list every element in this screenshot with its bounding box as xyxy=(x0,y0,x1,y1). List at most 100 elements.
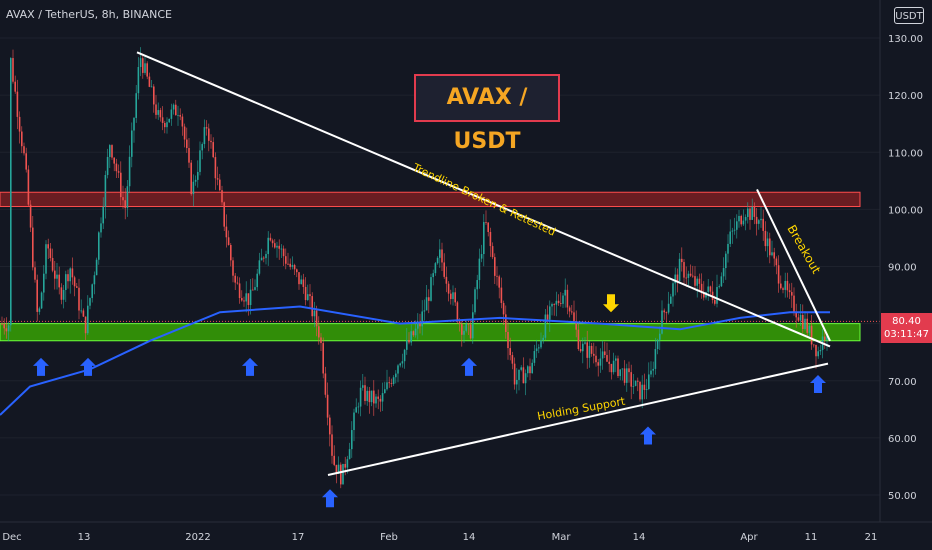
x-axis[interactable]: Dec 13 2022 17 Feb 14 Mar 14 Apr 11 21 xyxy=(0,521,932,543)
candle-body xyxy=(685,277,687,279)
y-tick-label: 50.00 xyxy=(888,491,917,502)
arrow-down-icon xyxy=(603,294,619,313)
candle-body xyxy=(815,345,817,357)
candle-body xyxy=(390,383,393,384)
candle-body xyxy=(153,86,155,105)
candle-body xyxy=(362,385,364,388)
candle-body xyxy=(694,276,696,286)
candle-body xyxy=(280,248,283,250)
candle-body xyxy=(461,324,463,335)
candle-body xyxy=(491,246,494,258)
candle-body xyxy=(445,276,448,284)
candle-body xyxy=(610,363,613,373)
candle-body xyxy=(166,122,168,128)
candle-body xyxy=(117,171,120,173)
candle-body xyxy=(278,245,280,249)
candle-body xyxy=(549,306,551,320)
candle-body xyxy=(604,351,606,356)
candle-body xyxy=(256,273,258,288)
candle-body xyxy=(34,267,36,280)
candle-body xyxy=(238,283,241,299)
candle-body xyxy=(322,343,324,374)
candle-body xyxy=(441,249,443,263)
candle-body xyxy=(179,115,181,117)
ascending-trendline xyxy=(327,362,829,476)
candle-body xyxy=(758,220,760,224)
candle-body xyxy=(417,322,419,329)
candle-body xyxy=(725,253,727,269)
candle-body xyxy=(799,314,802,321)
candle-body xyxy=(439,249,441,258)
candle-body xyxy=(824,336,826,340)
candle-body xyxy=(623,368,626,383)
candle-body xyxy=(670,296,672,304)
candle-body xyxy=(478,258,481,281)
x-tick-label: 14 xyxy=(633,532,646,543)
arrow-up-icon xyxy=(810,375,826,394)
candle-body xyxy=(626,368,628,383)
arrow-up-icon xyxy=(80,357,96,376)
candle-body xyxy=(804,318,806,329)
candle-body xyxy=(659,333,661,340)
candle-body xyxy=(212,142,214,158)
candle-body xyxy=(1,323,3,325)
candle-body xyxy=(586,342,588,358)
candle-body xyxy=(810,325,813,345)
candle-body xyxy=(744,216,747,221)
candle-body xyxy=(225,226,228,238)
candle-body xyxy=(199,150,201,172)
candle-body xyxy=(434,263,437,274)
candle-body xyxy=(436,257,439,264)
candle-body xyxy=(249,289,252,306)
candle-body xyxy=(60,287,63,300)
candle-body xyxy=(716,287,718,304)
candle-body xyxy=(45,244,47,274)
candle-body xyxy=(351,430,353,450)
candle-body xyxy=(476,280,478,290)
candle-body xyxy=(531,362,533,374)
candle-body xyxy=(762,218,764,231)
support-zone xyxy=(0,323,861,342)
y-axis[interactable]: 130.00120.00110.00100.0090.0080.0070.006… xyxy=(879,0,923,522)
candle-body xyxy=(65,274,67,290)
candle-body xyxy=(260,257,263,261)
candle-body xyxy=(463,330,465,335)
candle-body xyxy=(395,373,397,378)
candle-body xyxy=(216,178,219,180)
candle-body xyxy=(738,215,740,222)
arrow-up-icon xyxy=(640,426,656,445)
candle-body xyxy=(771,252,773,256)
current-price: 80.40 xyxy=(892,316,921,327)
candle-body xyxy=(562,295,564,304)
candle-body xyxy=(467,323,470,325)
candle-body xyxy=(753,206,756,217)
candle-body xyxy=(544,314,547,338)
candle-body xyxy=(12,58,14,82)
candle-body xyxy=(410,331,412,343)
candle-body xyxy=(43,273,45,293)
candle-body xyxy=(687,273,690,278)
candle-body xyxy=(91,284,93,299)
candle-body xyxy=(80,310,82,312)
candle-body xyxy=(98,232,100,260)
candle-body xyxy=(584,342,586,344)
candle-body xyxy=(282,248,285,257)
candle-body xyxy=(71,268,74,278)
currency-badge[interactable]: USDT xyxy=(894,7,924,24)
candle-body xyxy=(430,277,432,301)
candle-body xyxy=(502,302,505,315)
candle-body xyxy=(122,197,124,201)
candle-body xyxy=(47,244,49,249)
breakout-trendline xyxy=(756,188,831,342)
candle-body xyxy=(489,231,492,247)
candle-body xyxy=(326,394,329,418)
candle-body xyxy=(5,328,8,332)
candle-body xyxy=(630,372,632,387)
candle-body xyxy=(335,464,338,474)
candle-body xyxy=(511,355,514,364)
candle-body xyxy=(84,316,87,334)
candle-body xyxy=(714,299,716,304)
candle-body xyxy=(29,204,32,228)
candle-body xyxy=(263,257,265,259)
